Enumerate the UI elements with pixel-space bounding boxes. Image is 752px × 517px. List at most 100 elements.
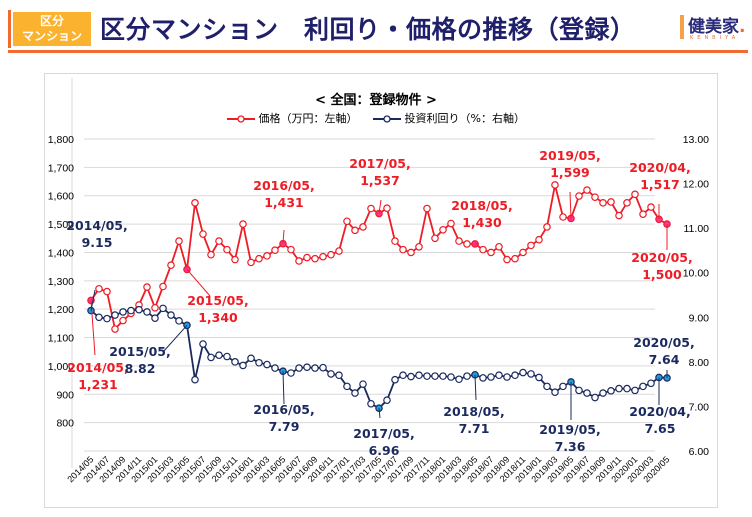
price-data-point bbox=[335, 247, 343, 255]
price-data-point bbox=[159, 282, 167, 291]
price-annotation-value: 1,340 bbox=[198, 310, 238, 325]
price-annotation-date: 2017/05, bbox=[349, 156, 411, 171]
yield-data-point bbox=[319, 363, 327, 372]
yield-data-point bbox=[255, 358, 263, 367]
price-annotation-value: 1,231 bbox=[78, 377, 118, 392]
yield-data-point bbox=[391, 375, 399, 384]
price-data-point bbox=[575, 192, 583, 200]
logo-subtext: KENBIYA bbox=[690, 35, 740, 41]
price-data-point bbox=[439, 225, 447, 234]
price-data-point bbox=[535, 235, 543, 244]
price-data-point bbox=[199, 230, 207, 238]
price-annotation-value: 1,599 bbox=[550, 165, 590, 180]
yield-annotation-date: 2017/05, bbox=[353, 426, 415, 441]
yield-data-point bbox=[591, 393, 599, 402]
yield-data-point bbox=[431, 372, 439, 380]
yield-data-point bbox=[295, 364, 303, 372]
price-data-point bbox=[215, 237, 223, 245]
price-data-point bbox=[423, 204, 431, 213]
yield-data-point bbox=[143, 308, 151, 316]
legend-yield-label: 投資利回り（%：右軸） bbox=[404, 112, 525, 125]
yield-data-point bbox=[167, 311, 175, 319]
yield-data-point bbox=[551, 388, 559, 396]
chart-frame bbox=[44, 73, 718, 508]
price-data-point bbox=[599, 199, 607, 207]
yield-annotation-date: 2015/05, bbox=[109, 344, 171, 359]
yield-annotation-value: 7.79 bbox=[269, 419, 300, 434]
yield-data-point bbox=[207, 353, 215, 362]
price-data-point bbox=[167, 261, 175, 270]
price-data-point bbox=[487, 248, 495, 257]
yield-data-point bbox=[135, 305, 143, 314]
price-data-point bbox=[207, 250, 215, 259]
price-data-point bbox=[343, 217, 351, 226]
price-data-point bbox=[143, 283, 151, 291]
yield-data-point bbox=[487, 373, 495, 381]
yield-data-point bbox=[519, 368, 527, 377]
price-data-point bbox=[591, 193, 599, 201]
price-data-point bbox=[263, 252, 271, 260]
yield-data-point bbox=[615, 384, 623, 393]
yield-data-point bbox=[543, 382, 551, 391]
price-data-point bbox=[319, 252, 327, 261]
price-annotation-leader bbox=[282, 229, 285, 244]
yield-annotation-date: 2020/04, bbox=[629, 404, 691, 419]
yield-data-point bbox=[479, 374, 487, 382]
yield-annotation-value: 7.71 bbox=[459, 421, 490, 436]
yield-data-point bbox=[607, 387, 615, 395]
price-data-point bbox=[175, 237, 183, 245]
price-data-point bbox=[623, 199, 631, 207]
price-data-point bbox=[551, 181, 559, 189]
price-data-point bbox=[231, 255, 239, 264]
y-left-tick-label: 1,600 bbox=[48, 191, 74, 203]
yield-data-point bbox=[311, 364, 319, 372]
yield-annotation-leader bbox=[378, 408, 381, 419]
legend-yield-marker-icon bbox=[373, 115, 402, 123]
yield-annotation-date: 2016/05, bbox=[253, 402, 315, 417]
yield-data-point bbox=[191, 375, 199, 384]
price-annotation-value: 1,430 bbox=[462, 215, 502, 230]
yield-data-point bbox=[447, 373, 455, 381]
price-data-point bbox=[359, 223, 367, 231]
price-annotation-value: 1,537 bbox=[360, 173, 400, 188]
yield-data-point bbox=[583, 389, 591, 397]
yield-data-point bbox=[511, 371, 519, 380]
legend-price-label: 価格（万円：左軸） bbox=[258, 112, 358, 125]
yield-data-point bbox=[247, 354, 255, 363]
category-badge: 区分 マンション bbox=[13, 12, 91, 46]
yield-data-point bbox=[503, 373, 511, 381]
price-data-point bbox=[511, 254, 519, 263]
yield-annotation-date: 2014/05, bbox=[66, 218, 128, 233]
price-annotation-date: 2018/05, bbox=[451, 198, 513, 213]
legend-item-yield: 投資利回り（%：右軸） bbox=[373, 110, 525, 126]
price-data-point bbox=[119, 316, 127, 325]
yield-data-point bbox=[407, 372, 415, 381]
price-data-point bbox=[495, 242, 503, 251]
yield-data-point bbox=[415, 371, 423, 380]
y-left-tick-label: 800 bbox=[56, 418, 74, 430]
yield-data-point bbox=[151, 314, 159, 322]
price-annotation-date: 2015/05, bbox=[187, 293, 249, 308]
price-data-point bbox=[463, 240, 471, 248]
yield-data-point bbox=[335, 371, 343, 380]
y-right-tick-label: 9.00 bbox=[689, 312, 710, 324]
price-data-point bbox=[191, 199, 199, 207]
price-annotation-leader bbox=[569, 191, 572, 219]
yield-data-point bbox=[423, 372, 431, 380]
yield-data-point bbox=[239, 361, 247, 370]
y-right-tick-label: 6.00 bbox=[689, 446, 710, 458]
yield-data-point bbox=[535, 373, 543, 382]
yield-annotation-leader bbox=[162, 324, 188, 353]
yield-data-point bbox=[439, 372, 447, 380]
y-left-tick-label: 1,300 bbox=[48, 276, 74, 288]
yield-data-point bbox=[111, 311, 119, 319]
price-annotation-value: 1,517 bbox=[640, 177, 680, 192]
price-data-point bbox=[415, 242, 423, 251]
price-data-point bbox=[559, 213, 567, 221]
yield-data-point bbox=[599, 389, 607, 397]
price-data-point bbox=[151, 303, 159, 312]
price-annotation-date: 2016/05, bbox=[253, 178, 315, 193]
yield-data-point bbox=[495, 371, 503, 380]
yield-data-point bbox=[383, 396, 391, 404]
price-annotation-date: 2014/05, bbox=[67, 360, 129, 375]
